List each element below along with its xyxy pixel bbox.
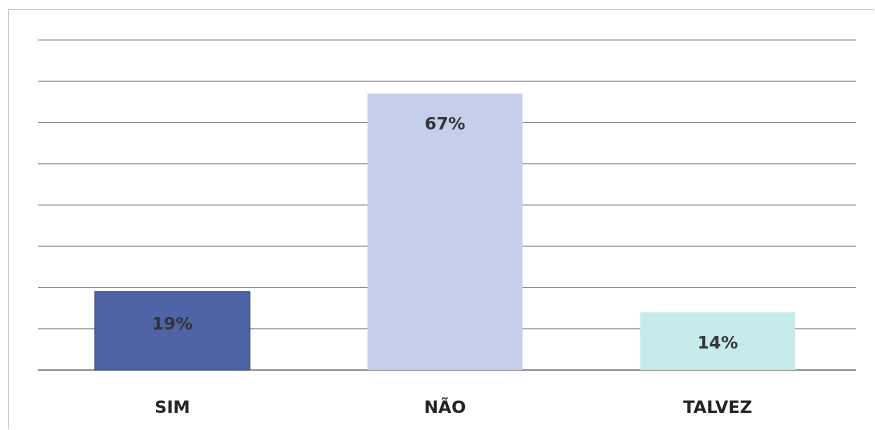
bar-talvez — [640, 312, 796, 370]
bar-sim — [94, 291, 251, 371]
chart-frame — [8, 9, 874, 429]
category-labels: SIM NÃO TALVEZ — [155, 395, 753, 418]
data-label: 14% — [697, 333, 738, 353]
bar-não — [367, 93, 523, 370]
data-labels: 19% 67% 14% — [152, 115, 738, 354]
category-label: NÃO — [424, 395, 466, 418]
data-label: 67% — [425, 115, 466, 135]
category-label: TALVEZ — [683, 398, 752, 418]
category-label: SIM — [155, 398, 191, 418]
data-label: 19% — [152, 315, 193, 335]
bars — [94, 93, 796, 371]
